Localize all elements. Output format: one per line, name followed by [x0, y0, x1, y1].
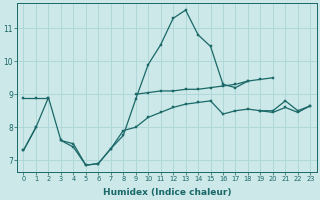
X-axis label: Humidex (Indice chaleur): Humidex (Indice chaleur): [103, 188, 231, 197]
